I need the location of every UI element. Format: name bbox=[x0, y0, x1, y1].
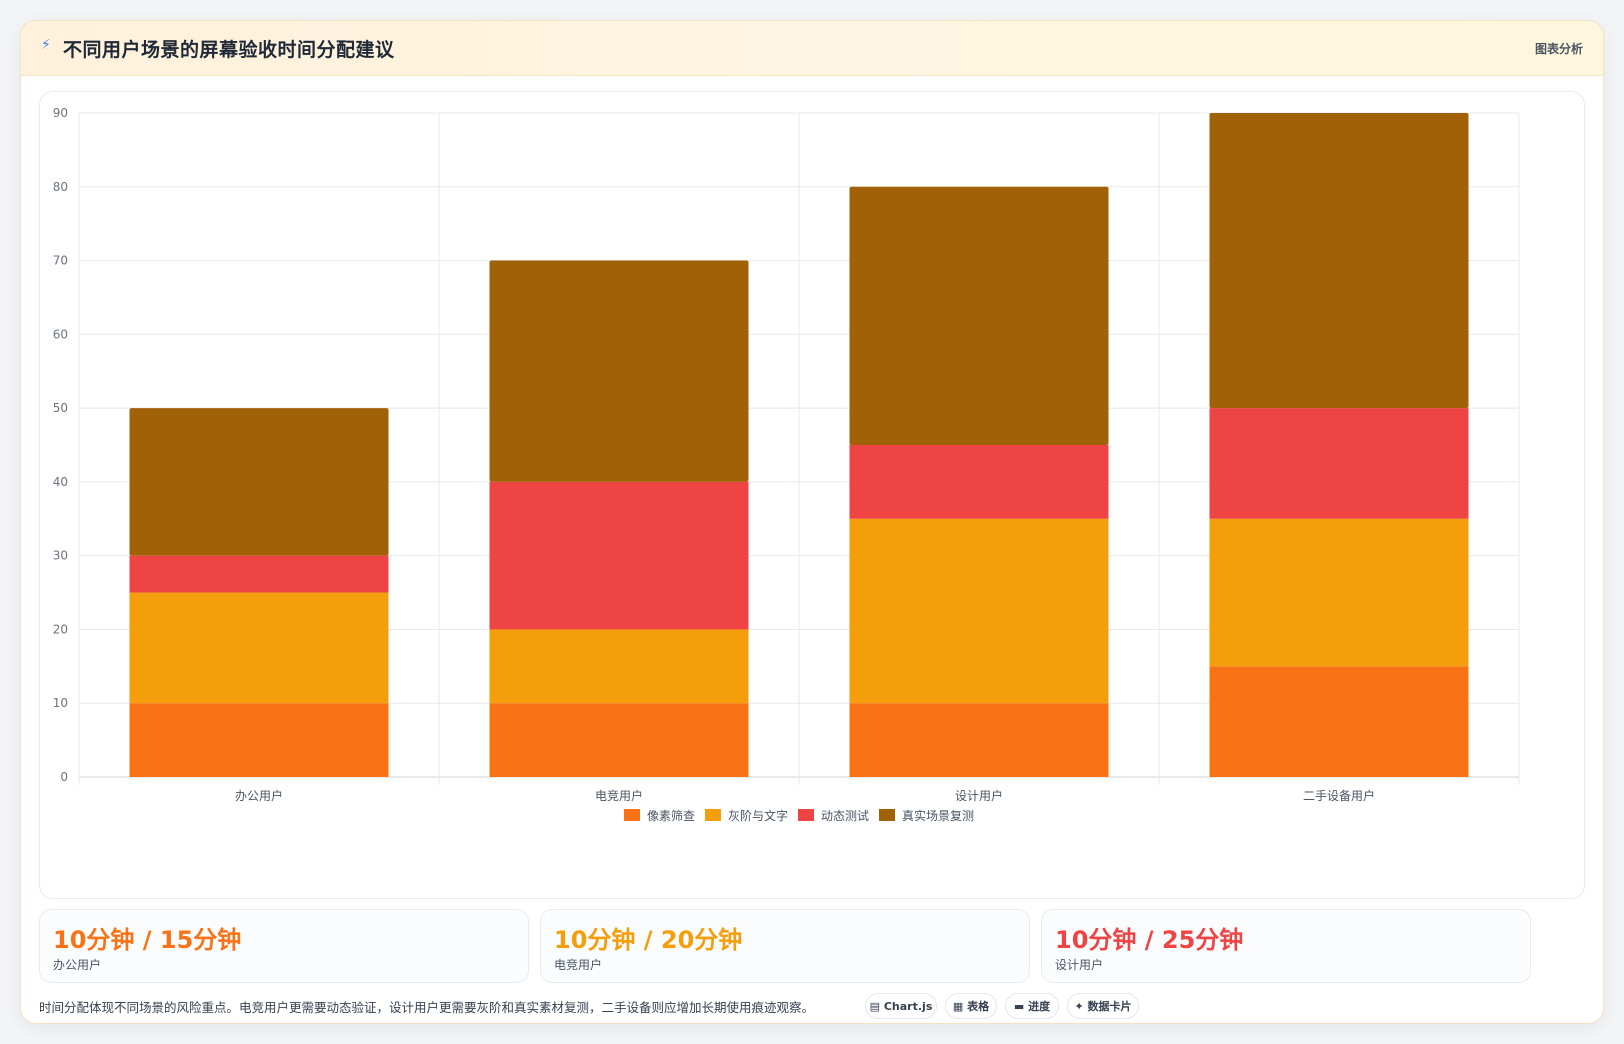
bar-segment bbox=[1209, 518, 1469, 667]
pill-label: 表格 bbox=[967, 1000, 990, 1013]
chartjs-pill[interactable]: ▤ Chart.js bbox=[865, 993, 937, 1019]
legend-swatch bbox=[798, 809, 814, 821]
x-tick-label: 二手设备用户 bbox=[1303, 788, 1375, 803]
table-pill[interactable]: ▦ 表格 bbox=[945, 993, 997, 1019]
y-tick-label: 0 bbox=[60, 770, 68, 784]
bar-segment bbox=[489, 629, 749, 704]
chart-analysis-tag: 图表分析 bbox=[1534, 42, 1583, 56]
bar-segment bbox=[129, 592, 389, 704]
legend-label: 灰阶与文字 bbox=[728, 808, 788, 823]
y-tick-label: 90 bbox=[53, 106, 68, 120]
chart-card: ⚡ 不同用户场景的屏幕验收时间分配建议 图表分析 0 10 20 30 40 50 60 70… bbox=[20, 20, 1604, 1024]
progress-icon: ▬ bbox=[1013, 1000, 1025, 1013]
y-tick-label: 60 bbox=[53, 327, 68, 341]
progress-pill[interactable]: ▬ 进度 bbox=[1005, 993, 1059, 1019]
legend-swatch bbox=[879, 809, 895, 821]
y-tick-label: 70 bbox=[53, 254, 68, 268]
card-header: ⚡ 不同用户场景的屏幕验收时间分配建议 图表分析 bbox=[21, 21, 1603, 76]
stat-label: 设计用户 bbox=[1055, 958, 1104, 972]
bar-segment bbox=[1209, 408, 1469, 519]
bar-segment bbox=[489, 481, 749, 630]
x-tick-label: 办公用户 bbox=[235, 788, 283, 803]
bar-segment bbox=[129, 555, 389, 593]
pill-label: 进度 bbox=[1028, 1000, 1051, 1013]
y-tick-label: 50 bbox=[53, 401, 68, 415]
legend-swatch bbox=[705, 809, 721, 821]
stat-card-design: 10分钟 / 25分钟 设计用户 bbox=[1041, 909, 1531, 983]
bar-segment bbox=[849, 703, 1109, 777]
stat-card-office: 10分钟 / 15分钟 办公用户 bbox=[39, 909, 529, 983]
bar-segment bbox=[129, 703, 389, 777]
legend-swatch bbox=[624, 809, 640, 821]
stacked-bar-chart: 0 10 20 30 40 50 60 70 80 90 办公用户 电竞用户 设计用户 二手设备用户像素筛… bbox=[53, 106, 1520, 823]
y-tick-label: 40 bbox=[53, 475, 68, 489]
table-icon: ▦ bbox=[952, 1000, 964, 1013]
page-title: 不同用户场景的屏幕验收时间分配建议 bbox=[63, 39, 395, 61]
bar-segment bbox=[849, 518, 1109, 704]
bar-segment bbox=[489, 260, 749, 482]
chart-icon: ▤ bbox=[869, 1000, 881, 1013]
x-tick-label: 设计用户 bbox=[955, 788, 1003, 803]
y-tick-label: 10 bbox=[53, 696, 68, 710]
data-card-pill[interactable]: ✦ 数据卡片 bbox=[1067, 993, 1139, 1019]
y-tick-label: 30 bbox=[53, 549, 68, 563]
footnote-text: 时间分配体现不同场景的风险重点。电竞用户更需要动态验证，设计用户更需要灰阶和真实… bbox=[39, 1000, 815, 1015]
bar-segment bbox=[849, 445, 1109, 519]
sparkle-icon: ✦ bbox=[1074, 1000, 1084, 1013]
pill-label: Chart.js bbox=[883, 1000, 933, 1013]
stat-value: 10分钟 / 20分钟 bbox=[554, 926, 743, 954]
y-tick-label: 80 bbox=[53, 180, 68, 194]
stat-card-esports: 10分钟 / 20分钟 电竞用户 bbox=[540, 909, 1030, 983]
bar-segment bbox=[1209, 113, 1469, 409]
bar-segment bbox=[1209, 666, 1469, 777]
chart-container: 0 10 20 30 40 50 60 70 80 90 办公用户 电竞用户 设计用户 二手设备用户像素筛… bbox=[39, 91, 1585, 899]
pill-label: 数据卡片 bbox=[1087, 1000, 1132, 1013]
legend-label: 动态测试 bbox=[821, 808, 869, 823]
stat-label: 办公用户 bbox=[53, 958, 102, 972]
bar-segment bbox=[129, 408, 389, 556]
stat-value: 10分钟 / 15分钟 bbox=[53, 926, 242, 954]
y-tick-label: 20 bbox=[53, 622, 68, 636]
x-tick-label: 电竞用户 bbox=[595, 788, 643, 803]
legend-label: 像素筛查 bbox=[647, 808, 695, 823]
legend-label: 真实场景复测 bbox=[902, 808, 974, 823]
lightning-icon: ⚡ bbox=[41, 37, 51, 53]
stat-label: 电竞用户 bbox=[554, 958, 603, 972]
bar-segment bbox=[489, 703, 749, 777]
bar-segment bbox=[849, 186, 1109, 445]
stat-value: 10分钟 / 25分钟 bbox=[1055, 926, 1244, 954]
